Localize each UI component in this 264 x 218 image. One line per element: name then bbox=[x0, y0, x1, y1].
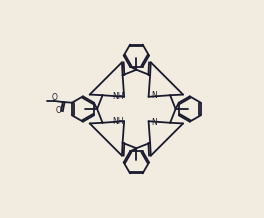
Text: N: N bbox=[151, 91, 157, 100]
Text: O: O bbox=[51, 93, 57, 102]
Text: N: N bbox=[151, 118, 157, 127]
Text: NH: NH bbox=[112, 117, 124, 126]
Text: O: O bbox=[55, 106, 62, 115]
Text: NH: NH bbox=[112, 92, 124, 101]
